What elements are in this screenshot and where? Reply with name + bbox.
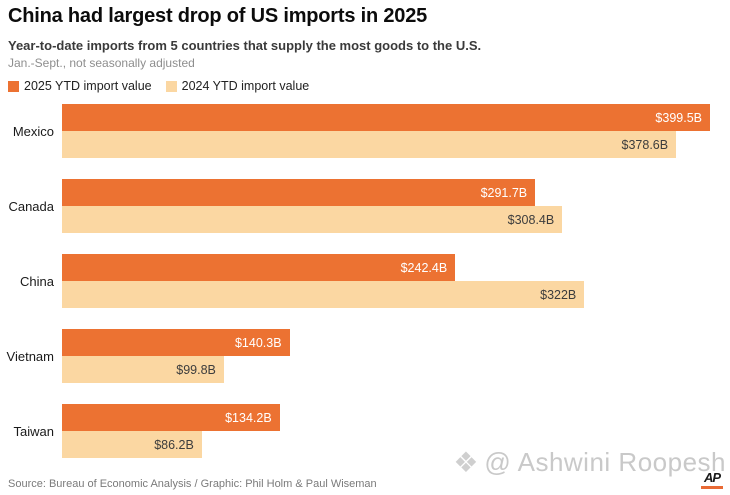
bar-pair: $242.4B $322B	[62, 254, 710, 308]
legend-item-2025: 2025 YTD import value	[8, 79, 152, 93]
bar-pair: $291.7B $308.4B	[62, 179, 710, 233]
value-label: $99.8B	[176, 362, 216, 377]
watermark: ❖ @ Ashwini Roopesh	[453, 447, 726, 478]
value-label: $134.2B	[225, 410, 272, 425]
value-label: $140.3B	[234, 335, 282, 350]
legend-item-2024: 2024 YTD import value	[165, 79, 310, 93]
bar-2024-taiwan: $86.2B	[62, 431, 202, 458]
value-label: $308.4B	[507, 212, 555, 227]
legend-swatch-2025	[8, 80, 19, 92]
category-label: Vietnam	[6, 348, 54, 364]
bar-group-vietnam: Vietnam $140.3B $99.8B	[0, 329, 730, 383]
value-label: $291.7B	[480, 185, 528, 200]
value-label: $242.4B	[400, 260, 448, 275]
bar-2024-china: $322B	[62, 281, 585, 308]
chart-note: Jan.-Sept., not seasonally adjusted	[8, 56, 195, 70]
bar-2025-taiwan: $134.2B	[62, 404, 280, 431]
chart-legend: 2025 YTD import value 2024 YTD import va…	[8, 79, 309, 93]
legend-label-2024: 2024 YTD import value	[181, 79, 310, 93]
bar-2024-mexico: $378.6B	[62, 131, 677, 158]
bar-2024-vietnam: $99.8B	[62, 356, 224, 383]
bar-2025-canada: $291.7B	[62, 179, 536, 206]
bar-group-canada: Canada $291.7B $308.4B	[0, 179, 730, 233]
category-label: China	[20, 273, 54, 289]
bar-2025-china: $242.4B	[62, 254, 456, 281]
bar-2025-mexico: $399.5B	[62, 104, 710, 131]
bar-chart: Mexico $399.5B $378.6B Canada $291.7B $308.4B…	[0, 104, 730, 479]
bar-group-taiwan: Taiwan $134.2B $86.2B	[0, 404, 730, 458]
category-label: Mexico	[12, 123, 54, 139]
bar-group-mexico: Mexico $399.5B $378.6B	[0, 104, 730, 158]
page-title: China had largest drop of US imports in …	[8, 5, 428, 27]
value-label: $378.6B	[621, 137, 669, 152]
category-label: Canada	[8, 198, 54, 214]
bar-pair: $399.5B $378.6B	[62, 104, 710, 158]
legend-label-2025: 2025 YTD import value	[24, 79, 152, 93]
category-label: Taiwan	[13, 423, 54, 439]
bar-2025-vietnam: $140.3B	[62, 329, 290, 356]
gem-icon: ❖	[453, 446, 479, 478]
bar-group-china: China $242.4B $322B	[0, 254, 730, 308]
legend-swatch-2024	[165, 80, 177, 92]
value-label: $86.2B	[154, 437, 194, 452]
chart-subtitle: Year-to-date imports from 5 countries th…	[8, 38, 482, 53]
bar-pair: $140.3B $99.8B	[62, 329, 710, 383]
watermark-text: @ Ashwini Roopesh	[484, 447, 726, 477]
source-credit: Source: Bureau of Economic Analysis / Gr…	[8, 478, 377, 490]
value-label: $399.5B	[655, 110, 702, 125]
value-label: $322B	[540, 287, 577, 302]
bar-pair: $134.2B $86.2B	[62, 404, 710, 458]
bar-2024-canada: $308.4B	[62, 206, 563, 233]
ap-logo: AP	[700, 470, 723, 489]
